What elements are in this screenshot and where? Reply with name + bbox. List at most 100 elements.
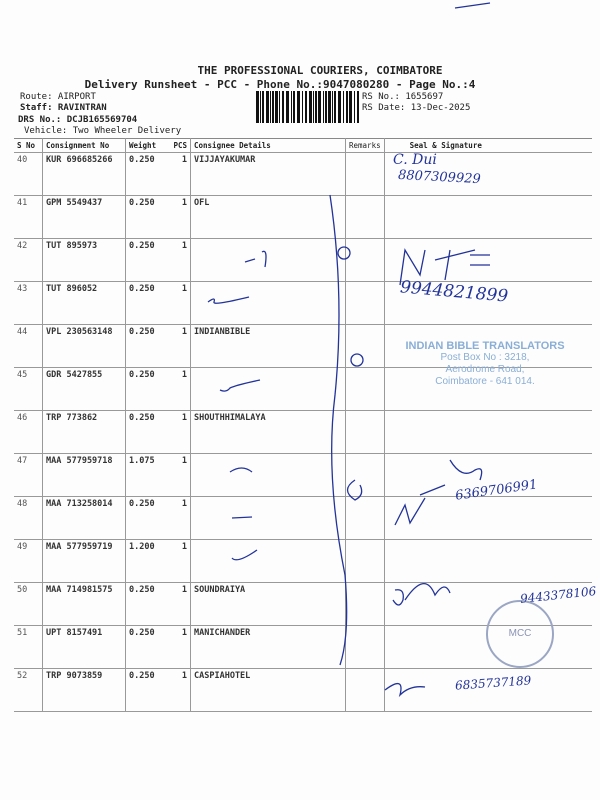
consignee-details (190, 496, 346, 540)
barcode-bar (357, 91, 359, 123)
serial-number: 42 (14, 238, 43, 282)
weight: 0.250 (125, 496, 168, 540)
barcode-bar (297, 91, 300, 123)
consignment-number: TUT 896052 (42, 281, 126, 325)
col-remarks: Remarks (345, 138, 385, 153)
consignee-details: VIJJAYAKUMAR (190, 152, 346, 196)
table-row: 42 TUT 895973 0.250 1 (14, 238, 592, 282)
consignment-number: UPT 8157491 (42, 625, 126, 669)
consignee-stamp: INDIAN BIBLE TRANSLATORS Post Box No : 3… (385, 340, 585, 388)
barcode-bar (275, 91, 278, 123)
barcode-bar (260, 91, 261, 123)
serial-number: 51 (14, 625, 43, 669)
pieces: 1 (168, 496, 191, 540)
table-row: 44 VPL 230563148 0.250 1 INDIANBIBLE (14, 324, 592, 368)
remarks (345, 453, 385, 497)
consignment-number: MAA 577959718 (42, 453, 126, 497)
barcode-bar (354, 91, 355, 123)
handwritten-name: C. Dui (393, 152, 437, 168)
consignment-number: TRP 9073859 (42, 668, 126, 712)
consignment-number: GDR 5427855 (42, 367, 126, 411)
remarks (345, 410, 385, 454)
scan-mark (454, 2, 491, 9)
weight: 0.250 (125, 367, 168, 411)
table-row: 46 TRP 773862 0.250 1 SHOUTHHIMALAYA (14, 410, 592, 454)
serial-number: 43 (14, 281, 43, 325)
weight: 0.250 (125, 195, 168, 239)
vehicle: Vehicle: Two Wheeler Delivery (24, 126, 182, 136)
barcode (256, 91, 359, 123)
serial-number: 41 (14, 195, 43, 239)
consignee-details (190, 238, 346, 282)
consignee-details: INDIANBIBLE (190, 324, 346, 368)
stamp-line: INDIAN BIBLE TRANSLATORS (405, 340, 565, 352)
barcode-bar (266, 91, 269, 123)
remarks (345, 152, 385, 196)
serial-number: 52 (14, 668, 43, 712)
seal-signature (383, 367, 592, 411)
consignment-number: MAA 713258014 (42, 496, 126, 540)
consignment-number: GPM 5549437 (42, 195, 126, 239)
table-row: 51 UPT 8157491 0.250 1 MANICHANDER (14, 625, 592, 669)
pieces: 1 (168, 410, 191, 454)
remarks (345, 324, 385, 368)
table-row: 40 KUR 696685266 0.250 1 VIJJAYAKUMAR (14, 152, 592, 196)
consignee-details: CASPIAHOTEL (190, 668, 346, 712)
consignment-number: MAA 577959719 (42, 539, 126, 583)
drs-number: DRS No.: DCJB165569704 (18, 115, 138, 125)
barcode-bar (318, 91, 321, 123)
weight: 0.250 (125, 324, 168, 368)
round-seal: MCC (486, 600, 554, 668)
remarks (345, 668, 385, 712)
serial-number: 46 (14, 410, 43, 454)
pieces: 1 (168, 582, 191, 626)
weight: 1.200 (125, 539, 168, 583)
rs-number: RS No.: 1655697 (362, 92, 444, 102)
barcode-bar (279, 91, 280, 123)
barcode-bar (338, 91, 341, 123)
consignee-details: SOUNDRAIYA (190, 582, 346, 626)
seal-signature (383, 195, 592, 239)
remarks (345, 238, 385, 282)
col-seal: Seal & Signature (383, 138, 592, 153)
barcode-bar (272, 91, 274, 123)
barcode-bar (334, 91, 336, 123)
pieces: 1 (168, 152, 191, 196)
weight: 0.250 (125, 668, 168, 712)
weight: 0.250 (125, 410, 168, 454)
serial-number: 48 (14, 496, 43, 540)
barcode-bar (323, 91, 324, 123)
barcode-bar (349, 91, 352, 123)
stamp-line: Coimbatore - 641 014. (435, 376, 535, 387)
col-consignee: Consignee Details (190, 138, 346, 153)
consignee-details: MANICHANDER (190, 625, 346, 669)
barcode-bar (291, 91, 292, 123)
weight: 1.075 (125, 453, 168, 497)
barcode-bar (302, 91, 303, 123)
seal-signature (383, 410, 592, 454)
weight: 0.250 (125, 582, 168, 626)
barcode-bar (286, 91, 289, 123)
table-row: 48 MAA 713258014 0.250 1 (14, 496, 592, 540)
consignee-details (190, 367, 346, 411)
barcode-bar (343, 91, 344, 123)
consignment-number: TUT 895973 (42, 238, 126, 282)
table-row: 49 MAA 577959719 1.200 1 (14, 539, 592, 583)
staff: Staff: RAVINTRAN (20, 103, 107, 113)
runsheet-title: Delivery Runsheet - PCC - Phone No.:9047… (84, 78, 476, 91)
barcode-bar (332, 91, 333, 123)
pieces: 1 (168, 625, 191, 669)
pieces: 1 (168, 453, 191, 497)
consignment-number: KUR 696685266 (42, 152, 126, 196)
table-row: 41 GPM 5549437 0.250 1 OFL (14, 195, 592, 239)
serial-number: 45 (14, 367, 43, 411)
stamp-line: Aerodrome Road, (445, 364, 525, 375)
remarks (345, 367, 385, 411)
barcode-bar (305, 91, 307, 123)
consignee-details (190, 539, 346, 583)
pieces: 1 (168, 539, 191, 583)
remarks (345, 539, 385, 583)
table-row: 45 GDR 5427855 0.250 1 (14, 367, 592, 411)
col-pcs: PCS (168, 138, 191, 153)
